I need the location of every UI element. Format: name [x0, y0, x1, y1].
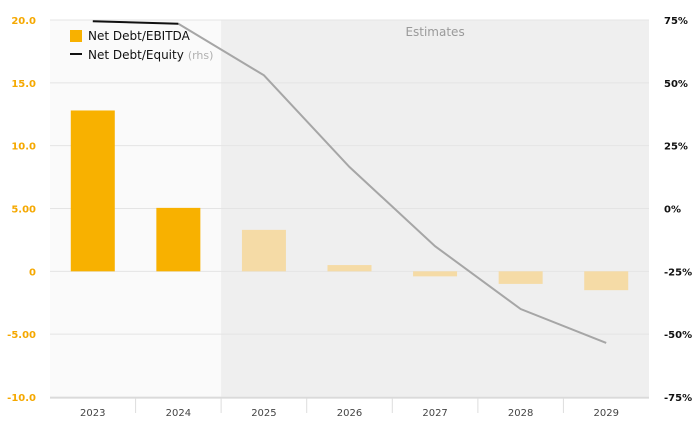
bar-2029 [584, 271, 629, 291]
x-tick-label: 2024 [166, 408, 191, 419]
line-series-estimate [177, 22, 607, 344]
x-tick-label: 2028 [508, 408, 533, 419]
y-right-tick-label: -75% [664, 393, 692, 404]
bars [70, 110, 629, 291]
y-left-tick-label: 15.0 [11, 79, 36, 90]
y-left-tick-label: 5.00 [11, 205, 36, 216]
y-right-tick-label: 0% [664, 205, 681, 216]
lines [92, 20, 607, 344]
legend-line-suffix: (rhs) [188, 49, 214, 62]
y-left-tick-label: 10.0 [11, 142, 36, 153]
bar-2026 [327, 265, 372, 272]
estimates-label: Estimates [405, 25, 464, 39]
bar-2023 [70, 110, 115, 272]
y-left-tick-label: -5.00 [7, 330, 36, 341]
y-left-tick-label: 20.0 [11, 16, 36, 27]
legend: Net Debt/EBITDA Net Debt/Equity (rhs) [70, 29, 213, 62]
y-right-tick-label: 50% [664, 79, 688, 90]
legend-line-name: Net Debt/Equity [88, 48, 184, 62]
x-tick-label: 2027 [422, 408, 447, 419]
legend-bar-swatch [70, 30, 82, 42]
bar-2028 [498, 271, 543, 284]
grid [50, 19, 649, 398]
axes: -10.0 -5.00 0 5.00 10.0 15.0 20.0 -75% -50% -25% 0… [7, 16, 692, 419]
x-tick-label: 2025 [251, 408, 276, 419]
x-tick-label: 2026 [337, 408, 362, 419]
line-series-actual [92, 20, 179, 25]
x-tick-label: 2029 [593, 408, 618, 419]
y-right-tick-label: -50% [664, 330, 692, 341]
legend-line-label: Net Debt/Equity (rhs) [88, 48, 213, 62]
x-tick-label: 2023 [80, 408, 105, 419]
bar-2024 [156, 207, 201, 272]
y-right-tick-label: 75% [664, 16, 688, 27]
bar-2025 [241, 229, 286, 272]
bar-2027 [413, 271, 458, 277]
y-right-tick-label: 25% [664, 142, 688, 153]
y-left-tick-label: 0 [29, 267, 36, 278]
legend-bar-label: Net Debt/EBITDA [88, 29, 191, 43]
y-left-tick-label: -10.0 [7, 393, 36, 404]
y-right-tick-label: -25% [664, 267, 692, 278]
